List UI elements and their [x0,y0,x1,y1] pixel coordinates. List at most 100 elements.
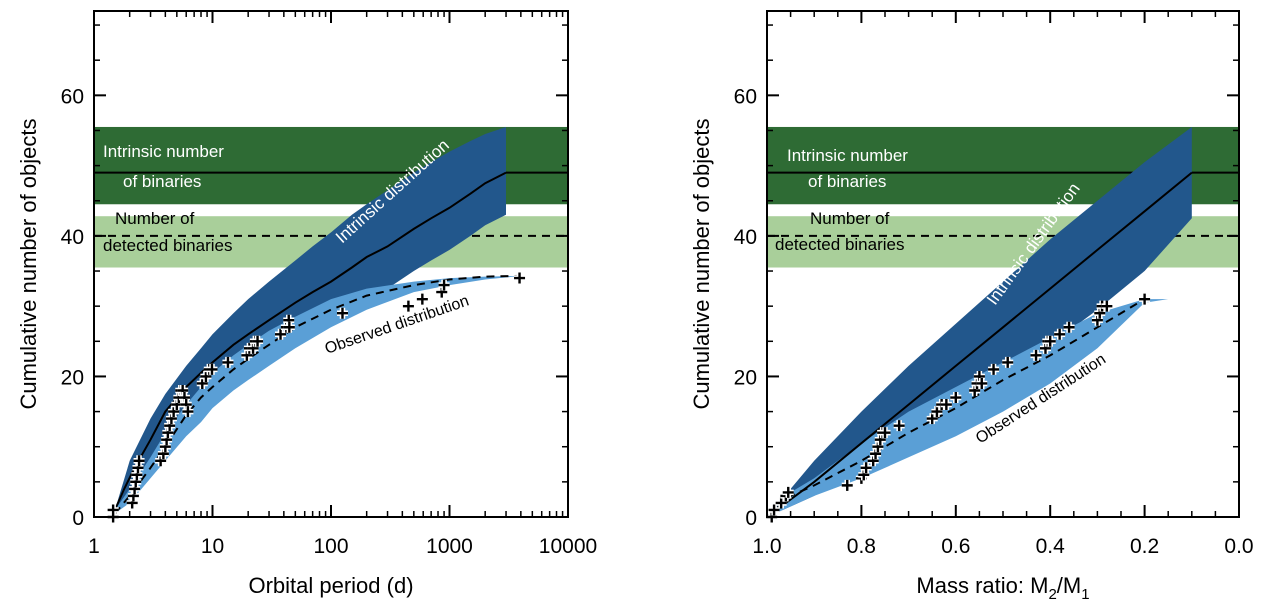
right-data-point [931,406,943,418]
right-xtick-label: 0.8 [847,535,876,558]
left-data-point-marker [200,370,212,382]
right-data-point [940,399,952,411]
right-xtick-label: 0.4 [1036,535,1066,558]
left-data-point [402,300,414,312]
right-x-axis-title-xlabel-sub2: 1 [1081,586,1089,603]
right-data-point-marker [1002,356,1014,368]
left-data-point [168,406,180,418]
left-intrinsic-label-line-2: of binaries [123,172,201,191]
left-data-point [438,279,450,291]
left-data-point-marker [252,335,264,347]
right-data-point [893,420,905,432]
right-data-point-marker [893,420,905,432]
left-data-point [107,504,119,516]
right-intrinsic-area [767,127,1192,517]
right-ytick-label: 40 [734,226,757,249]
right-data-point-marker [1139,293,1151,305]
left-observed-area [114,275,521,514]
left-ytick-label: 40 [61,226,84,249]
right-data-point [775,497,787,509]
left-observed-line [114,274,521,515]
left-data-point [283,321,295,333]
right-data-point-marker [775,497,787,509]
right-data-point-marker [860,462,872,474]
right-axes: 0 20 40 60 1.0 0.8 0.6 0.4 0.2 0.0 Cumulative numb… [689,10,1254,603]
left-detected-label-line-2: detected binaries [103,236,232,255]
left-data-point-marker [336,307,348,319]
right-data-point-marker [782,486,794,498]
right-data-point-marker [931,406,943,418]
left-data-point [182,406,194,418]
left-data-point-marker [107,504,119,516]
left-data-point [200,370,212,382]
right-data-point [950,392,962,404]
right-data-point-marker [879,427,891,439]
left-ytick-label: 0 [72,507,84,530]
right-data-point-marker [841,479,853,491]
right-data-point-marker [940,399,952,411]
right-data-point [860,462,872,474]
right-data-point [1063,321,1075,333]
left-intrinsic-line [113,171,507,511]
left-data-point-marker [283,321,295,333]
left-ytick-label: 60 [61,85,84,108]
right-x-axis-title-xlabel-sub1: 2 [1048,586,1056,603]
left-data-point-marker [222,356,234,368]
right-xtick-label: 0.6 [941,535,970,558]
left-xtick-label: 1 [88,535,100,558]
right-data-point [782,486,794,498]
right-detected-label-line-2: detected binaries [775,235,904,254]
right-xtick-label: 1.0 [752,535,781,558]
right-data-point-marker [1054,328,1066,340]
right-data-point-marker [988,363,1000,375]
right-y-axis-title: Cumulative number of objects [689,118,714,409]
right-data-point [867,455,879,467]
left-distribution-fills [114,127,521,514]
right-detected-label-line-1: Number of [810,209,890,228]
right-x-axis-title: Mass ratio: M2/M1 [916,573,1089,603]
left-data-point-marker [168,406,180,418]
right-data-point [1002,356,1014,368]
right-data-point [1139,293,1151,305]
left-data-point-marker [402,300,414,312]
left-intrinsic-label-line-1: Intrinsic number [103,142,224,161]
right-data-point [926,413,938,425]
right-data-point [976,377,988,389]
left-ytick-label: 20 [61,366,84,389]
left-data-point [196,377,208,389]
right-lines-layer [767,171,1193,517]
right-xtick-label: 0.0 [1224,535,1253,558]
left-xtick-label: 10000 [539,535,597,558]
left-data-point-marker [514,272,526,284]
left-lines-layer [113,171,521,515]
right-data-point [1054,328,1066,340]
right-panel-mass-ratio: Intrinsic number of binaries Number of dete… [689,10,1254,603]
left-detected-label-line-1: Number of [115,209,195,228]
left-data-point-marker [416,293,428,305]
right-data-point [768,504,780,516]
left-panel-orbital-period: Intrinsic number of binaries Number of dete… [16,10,597,598]
left-data-point [275,328,287,340]
left-data-point [206,363,218,375]
right-data-point [841,479,853,491]
right-data-point-marker [950,392,962,404]
right-intrinsic-label-line-1: Intrinsic number [787,146,908,165]
right-intrinsic-label-line-2: of binaries [808,172,886,191]
right-data-point [1030,349,1042,361]
right-data-point-marker [1030,349,1042,361]
right-data-point [1101,300,1113,312]
right-ytick-label: 60 [734,85,757,108]
left-data-point-marker [133,455,145,467]
left-xtick-label: 1000 [426,535,473,558]
right-data-point-marker [768,504,780,516]
right-data-point-marker [1063,321,1075,333]
left-xtick-label: 100 [313,535,348,558]
right-x-axis-title-xlabel-main: Mass ratio: M [916,573,1048,598]
right-xtick-label: 0.2 [1130,535,1159,558]
right-x-axis-title-xlabel-mid: /M [1057,573,1081,598]
right-intrinsic-line [767,171,1193,517]
left-data-point-marker [182,406,194,418]
right-data-point [1044,335,1056,347]
left-data-point [514,272,526,284]
